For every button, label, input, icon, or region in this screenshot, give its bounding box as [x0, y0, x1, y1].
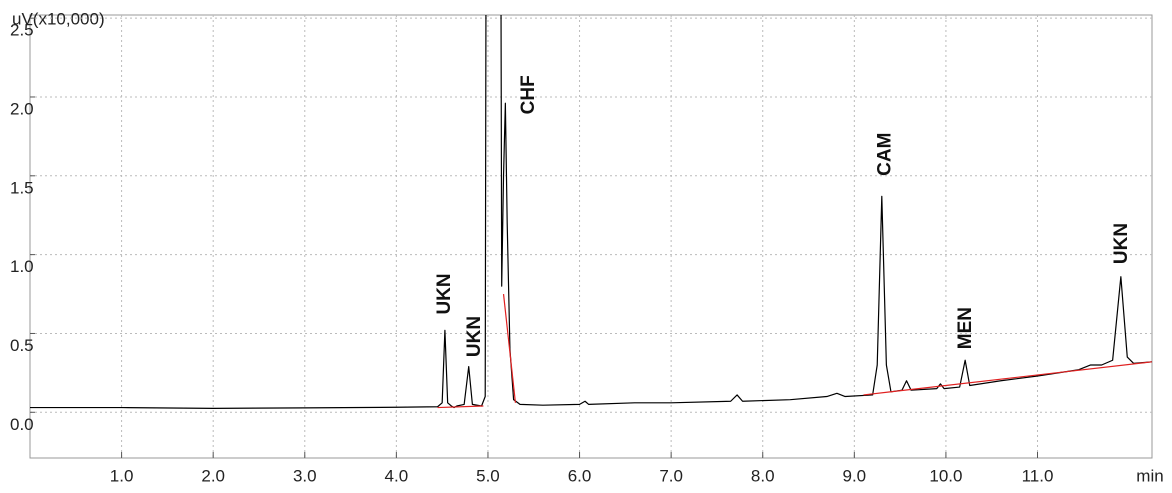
x-tick-label: 9.0: [843, 466, 867, 485]
y-tick-label: 1.5: [10, 178, 34, 197]
chromatogram-trace: [30, 15, 1152, 409]
x-tick-label: 7.0: [659, 466, 683, 485]
x-tick-label: 2.0: [201, 466, 225, 485]
x-tick-label: 8.0: [751, 466, 775, 485]
integration-baseline: [863, 361, 1152, 396]
peak-label: UKN: [434, 273, 455, 314]
x-tick-label: 5.0: [476, 466, 500, 485]
integration-baseline: [502, 293, 517, 403]
y-tick-label: 2.0: [10, 99, 34, 118]
x-tick-label: 1.0: [110, 466, 134, 485]
x-tick-label: 3.0: [293, 466, 317, 485]
x-tick-label: 10.0: [929, 466, 962, 485]
peak-label: CHF: [518, 75, 539, 114]
y-axis-label: uV(x10,000): [12, 9, 105, 28]
y-tick-label: 1.0: [10, 257, 34, 276]
peak-label: UKN: [464, 316, 485, 357]
plot-area: [30, 15, 1152, 409]
y-tick-label: 0.5: [10, 336, 34, 355]
x-tick-label: 11.0: [1022, 466, 1054, 485]
x-tick-label: 6.0: [568, 466, 592, 485]
y-tick-label: 2.5: [10, 21, 34, 40]
peak-label: UKN: [1111, 223, 1132, 264]
integration-baseline: [437, 405, 484, 409]
peak-label: CAM: [874, 133, 895, 176]
x-axis-label: min: [1136, 466, 1163, 485]
plot-frame: [29, 14, 1153, 459]
peak-label: MEN: [955, 307, 976, 349]
x-tick-label: 4.0: [385, 466, 409, 485]
y-tick-label: 0.0: [10, 415, 34, 434]
